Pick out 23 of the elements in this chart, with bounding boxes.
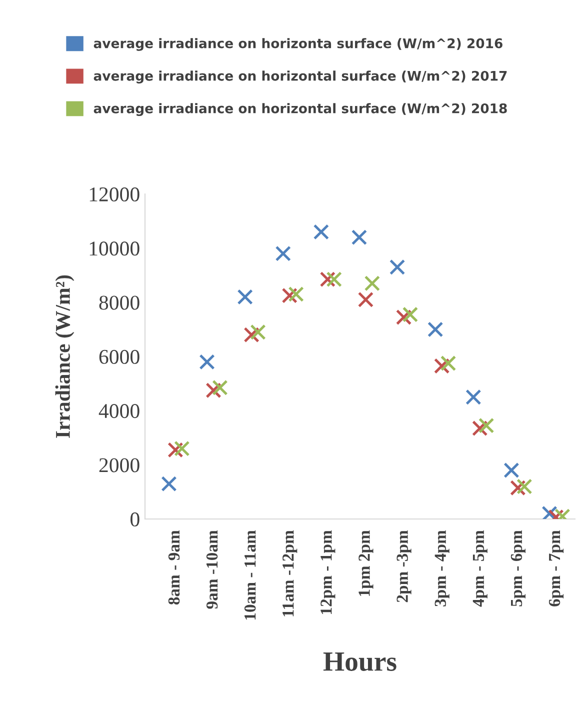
y-tick-label: 6000: [99, 350, 140, 364]
y-axis-title: Irradiance (W/m²): [55, 275, 74, 438]
y-tick-label: 12000: [90, 187, 140, 202]
x-tick-label: 6pm - 7pm: [548, 530, 564, 606]
y-tick-label: 2000: [99, 458, 140, 472]
x-axis-title: Hours: [323, 652, 396, 672]
legend-label: average irradiance on horizonta surface (W/m^2) 2016: [94, 38, 502, 51]
legend-label: average irradiance on horizontal surface (W/m^2) 2017: [94, 70, 507, 84]
x-tick-label: 12pm - 1pm: [320, 530, 336, 614]
x-tick-label: 11am -12pm: [282, 530, 298, 616]
x-tick-label: 1pm 2pm: [358, 530, 374, 596]
x-tick-label: 3pm - 4pm: [434, 530, 450, 606]
y-tick-label: 8000: [99, 296, 140, 310]
y-tick-label: 10000: [90, 242, 140, 256]
legend-label: average irradiance on horizontal surface (W/m^2) 2018: [94, 103, 507, 116]
x-tick-label: 2pm -3pm: [396, 530, 412, 602]
y-tick-label: 4000: [98, 404, 140, 418]
x-tick-label: 8am - 9am: [168, 530, 180, 605]
x-tick-label: 4pm - 5pm: [472, 530, 488, 607]
x-tick-label: 5pm - 6pm: [510, 530, 526, 606]
x-tick-label: 10am - 11am: [244, 530, 256, 620]
x-tick-label: 9am -10am: [206, 530, 218, 609]
y-tick-label: 0: [130, 512, 140, 526]
